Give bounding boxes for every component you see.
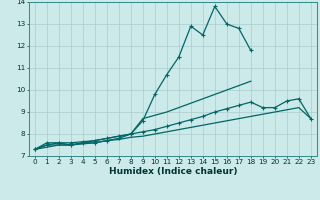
X-axis label: Humidex (Indice chaleur): Humidex (Indice chaleur) xyxy=(108,167,237,176)
